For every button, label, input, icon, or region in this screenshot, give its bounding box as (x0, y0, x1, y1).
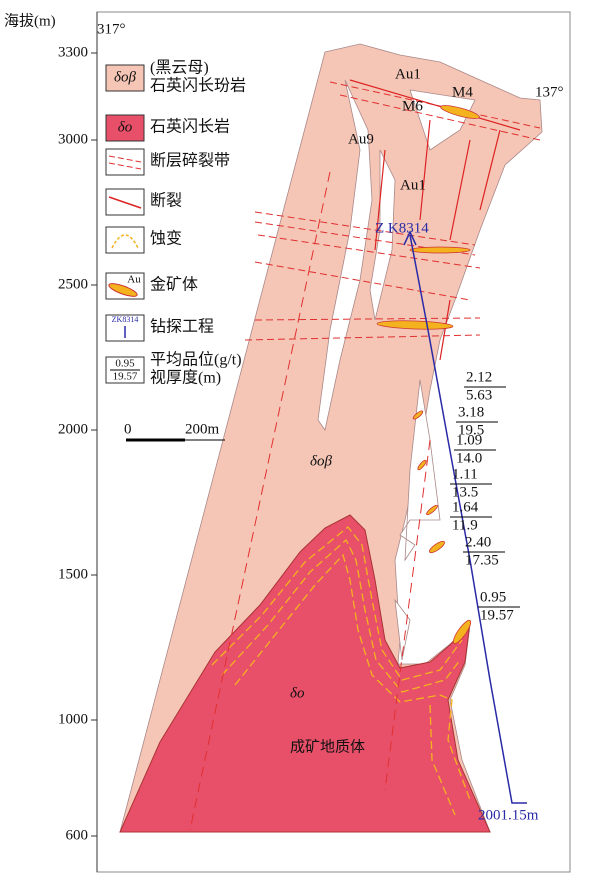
axis-label: 海拔(m) (4, 12, 56, 29)
thickness: 19.57 (480, 607, 514, 623)
rock-label: δο (290, 685, 305, 701)
orebody-label: M4 (452, 84, 473, 100)
tick-label: 3000 (58, 131, 88, 147)
scale-label: 200m (185, 421, 220, 437)
grade: 0.95 (480, 589, 506, 605)
alteration (211, 526, 471, 816)
grade: 1.64 (452, 499, 479, 515)
orebodies (376, 105, 480, 645)
legend-label: 平均品位(g/t) (150, 351, 242, 369)
tick-label: 3300 (58, 44, 88, 60)
thickness: 11.9 (452, 517, 478, 533)
legend-label: 石英闪长岩 (150, 118, 230, 136)
thickness: 17.35 (465, 552, 499, 568)
legend-symbol: Au (127, 274, 141, 286)
tick-label: 600 (66, 827, 89, 843)
orebody-label: M6 (402, 98, 423, 114)
legend-icon (108, 155, 142, 163)
scale-label: 0 (124, 421, 132, 437)
legend-swatch (105, 114, 145, 142)
thickness: 5.63 (466, 387, 492, 403)
grade: 2.40 (465, 534, 491, 550)
body-label: 成矿地质体 (290, 738, 365, 755)
legend-symbol: 19.57 (113, 371, 138, 383)
legend-label: 蚀变 (150, 230, 182, 248)
legend-icon (108, 283, 138, 297)
direction-right: 137° (535, 84, 564, 100)
legend-label: 断裂 (150, 192, 182, 210)
orebody-label: Au1 (400, 177, 426, 193)
legend-icon (108, 196, 142, 209)
legend-label: 石英闪长玢岩 (150, 77, 246, 95)
legend-symbol: ZK8314 (112, 315, 139, 324)
tick-label: 1000 (58, 711, 88, 727)
grade: 3.18 (458, 404, 484, 420)
rock-label: δοβ (310, 453, 332, 469)
drill-hole (409, 234, 527, 804)
legend-swatch (105, 226, 145, 254)
thickness: 13.5 (452, 484, 478, 500)
legend-symbol: 0.95 (115, 358, 135, 370)
legend-swatch (105, 148, 145, 176)
legend-symbol: δοβ (114, 69, 136, 85)
depth-label: 2001.15m (478, 807, 539, 823)
drill-label: Z K8314 (375, 220, 429, 236)
faults (349, 79, 521, 361)
legend-swatch (105, 64, 145, 92)
direction-left: 317° (97, 21, 126, 37)
grade: 2.12 (466, 369, 492, 385)
quartz-diorite (119, 514, 491, 833)
tick-label: 2500 (58, 276, 88, 292)
drill-arrow (403, 230, 417, 246)
legend-label: 金矿体 (150, 276, 198, 294)
legend-label: 断层碎裂带 (150, 152, 230, 170)
legend-label: 视厚度(m) (150, 369, 221, 387)
gaps (317, 79, 476, 661)
orebody-label: Au9 (348, 131, 374, 147)
fault-zones (189, 81, 541, 831)
tick-label: 1500 (58, 566, 88, 582)
thickness: 19.5 (458, 422, 484, 438)
legend-label: 钻探工程 (150, 318, 214, 336)
legend-label: (黑云母) (150, 60, 209, 77)
legend-icon (108, 162, 142, 170)
legend-symbol: δο (118, 119, 133, 135)
grade: 1.09 (456, 432, 482, 448)
tick-label: 2000 (58, 421, 88, 437)
orebody-label: Au1 (395, 66, 421, 82)
thickness: 14.0 (456, 450, 482, 466)
legend-swatch (105, 188, 145, 216)
grade: 1.11 (452, 466, 478, 482)
